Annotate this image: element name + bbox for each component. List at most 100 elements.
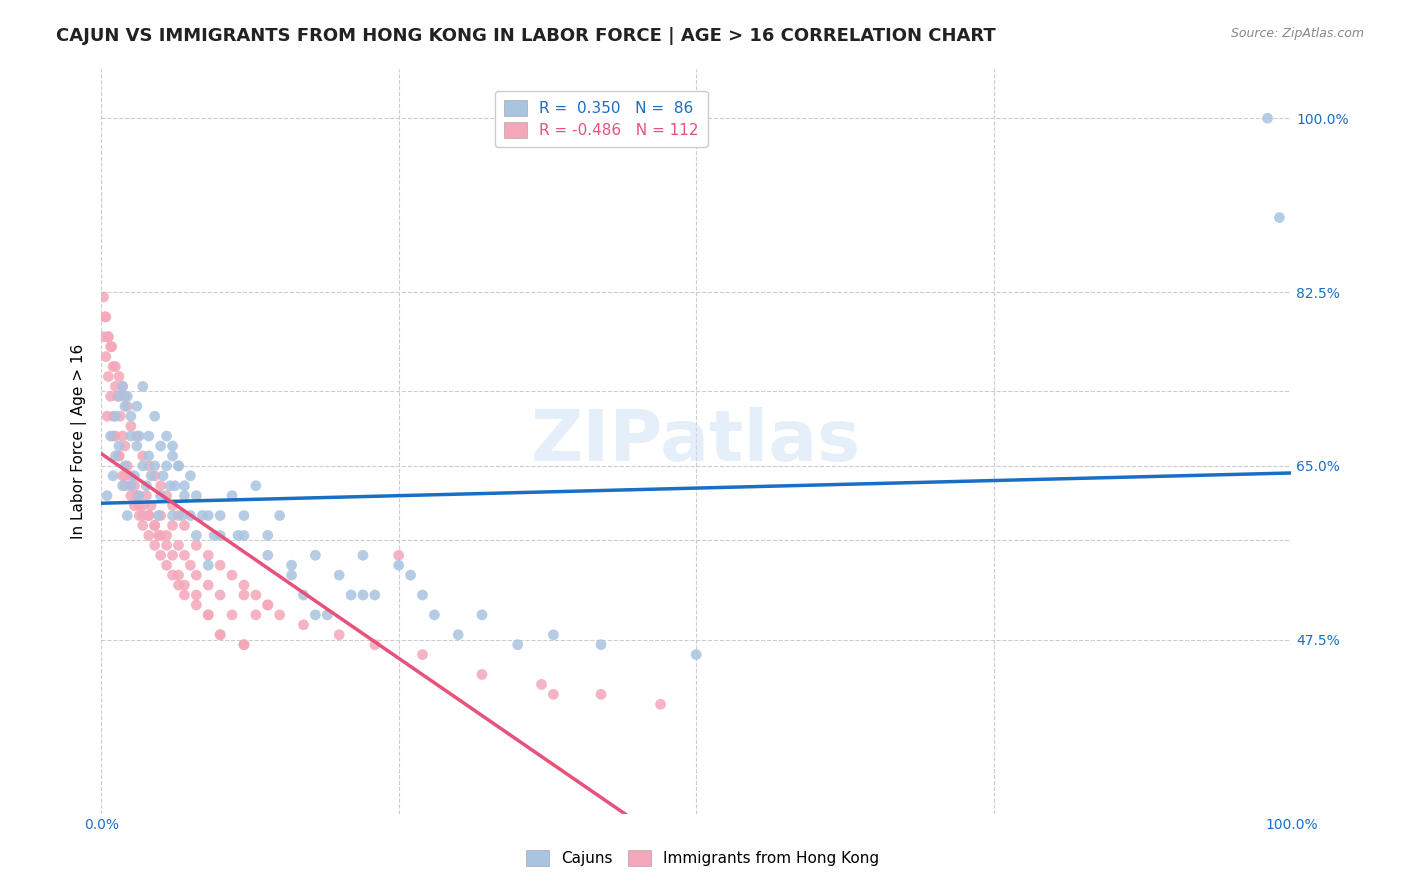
Point (233, 638, 256, 652)
Point (108, 409, 131, 424)
Legend: Cajuns, Immigrants from Hong Kong: Cajuns, Immigrants from Hong Kong (517, 841, 889, 875)
Point (197, 607, 219, 622)
Point (256, 548, 278, 562)
Point (149, 489, 172, 503)
Point (245, 607, 267, 622)
Point (506, 638, 529, 652)
Point (132, 379, 155, 393)
Point (159, 479, 181, 493)
Point (128, 489, 150, 503)
Point (399, 568, 422, 582)
Legend: R =  0.350   N =  86, R = -0.486   N = 112: R = 0.350 N = 86, R = -0.486 N = 112 (495, 91, 707, 147)
Point (304, 607, 326, 622)
Point (162, 518, 184, 533)
Point (173, 479, 195, 493)
Point (530, 677, 553, 691)
Point (138, 458, 160, 473)
Point (114, 399, 136, 413)
Point (167, 458, 190, 473)
Point (170, 508, 193, 523)
Point (280, 568, 302, 582)
Point (589, 687, 612, 701)
Point (304, 548, 326, 562)
Point (120, 489, 142, 503)
Point (209, 558, 232, 573)
Point (155, 489, 177, 503)
Point (162, 508, 184, 523)
Point (101, 359, 124, 374)
Point (447, 628, 470, 642)
Point (124, 479, 146, 493)
Point (120, 479, 142, 493)
Point (132, 508, 155, 523)
Point (328, 628, 350, 642)
Point (114, 479, 136, 493)
Point (124, 468, 146, 483)
Point (197, 558, 219, 573)
Point (186, 538, 208, 552)
Point (108, 449, 131, 463)
Point (316, 607, 339, 622)
Point (138, 429, 160, 443)
Point (186, 489, 208, 503)
Point (111, 379, 134, 393)
Point (471, 607, 494, 622)
Point (245, 479, 267, 493)
Point (149, 439, 172, 453)
Point (152, 468, 174, 483)
Point (96, 489, 118, 503)
Point (155, 458, 177, 473)
Point (269, 607, 291, 622)
Point (233, 578, 256, 592)
Point (120, 419, 142, 434)
Point (132, 458, 155, 473)
Point (292, 617, 315, 632)
Point (162, 548, 184, 562)
Point (543, 687, 565, 701)
Point (209, 528, 232, 542)
Point (209, 508, 232, 523)
Point (114, 468, 136, 483)
Point (589, 638, 612, 652)
Point (388, 548, 411, 562)
Point (256, 598, 278, 612)
Point (167, 458, 190, 473)
Point (221, 489, 243, 503)
Point (97, 369, 120, 384)
Point (209, 628, 232, 642)
Point (233, 528, 256, 542)
Point (125, 489, 148, 503)
Point (143, 458, 166, 473)
Point (149, 479, 172, 493)
Point (108, 449, 131, 463)
Point (143, 518, 166, 533)
Point (138, 508, 160, 523)
Point (423, 607, 446, 622)
Point (101, 340, 124, 354)
Point (209, 588, 232, 602)
Point (173, 518, 195, 533)
Point (685, 648, 707, 662)
Point (411, 588, 433, 602)
Point (97, 329, 120, 343)
Point (93, 329, 115, 343)
Point (138, 508, 160, 523)
Point (108, 369, 131, 384)
Point (101, 468, 124, 483)
Point (128, 508, 150, 523)
Point (364, 588, 387, 602)
Point (226, 528, 249, 542)
Point (101, 409, 124, 424)
Point (94, 310, 117, 324)
Point (100, 340, 122, 354)
Point (143, 518, 166, 533)
Point (125, 439, 148, 453)
Point (167, 578, 190, 592)
Text: Source: ZipAtlas.com: Source: ZipAtlas.com (1230, 27, 1364, 40)
Point (221, 607, 243, 622)
Point (233, 508, 256, 523)
Point (186, 588, 208, 602)
Point (143, 538, 166, 552)
Point (233, 638, 256, 652)
Point (209, 628, 232, 642)
